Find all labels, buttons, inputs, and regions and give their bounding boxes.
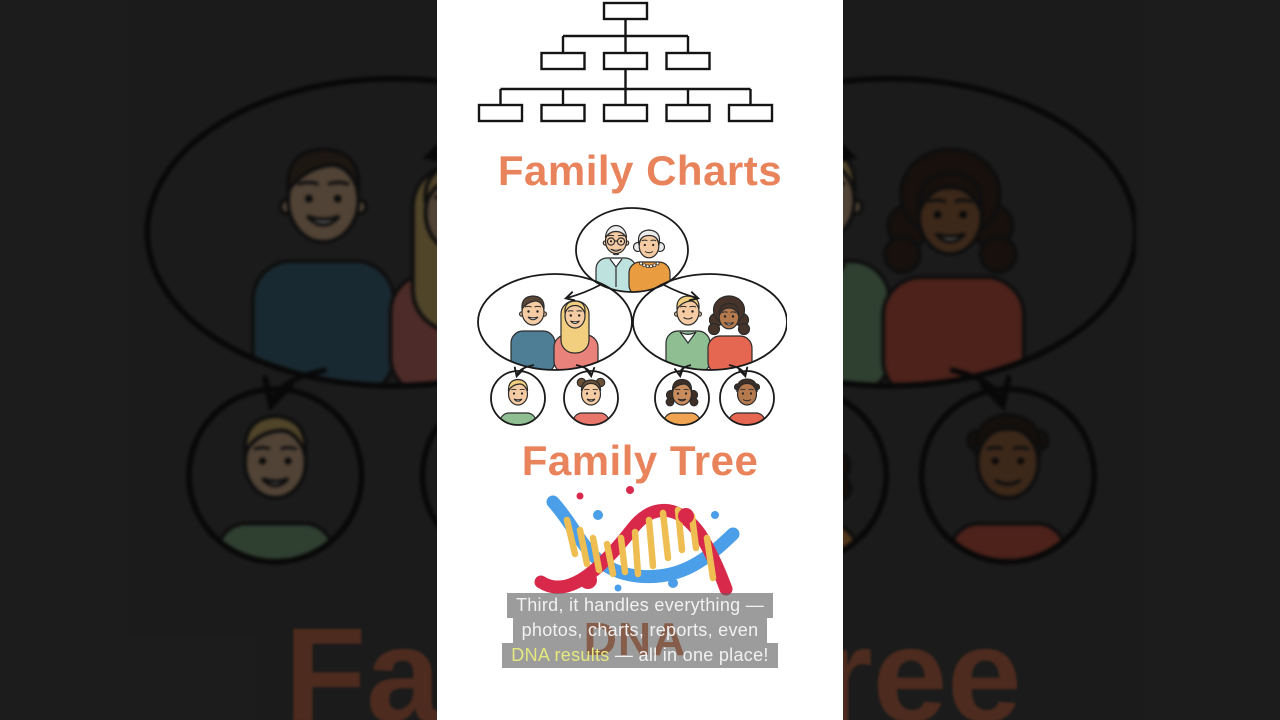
- child-girl-buns-avatar: [572, 377, 610, 425]
- caption-dna-results-highlight: DNA results: [511, 645, 610, 665]
- caption-line-3: DNA results — all in one place!: [502, 643, 778, 668]
- tree-node-outlines: [477, 207, 787, 426]
- dna-particles: [576, 486, 719, 592]
- caption-line-2-text: photos, charts, reports, even: [521, 620, 759, 640]
- couple-right-avatar: [665, 295, 753, 370]
- child-girl-pigtails-avatar: [663, 378, 701, 425]
- family-tree-title: Family Tree: [521, 437, 759, 484]
- caption-line-1-text: Third, it handles everything —: [515, 595, 765, 615]
- family-tree-illustration: [477, 207, 787, 426]
- caption-overlay: Third, it handles everything — photos, c…: [437, 593, 843, 668]
- caption-line-3-rest: — all in one place!: [609, 645, 769, 665]
- couple-left-avatar: [510, 295, 599, 370]
- dna-rungs: [563, 506, 717, 582]
- family-charts-title: Family Charts: [497, 147, 783, 194]
- child-boy-blond-avatar: [499, 378, 537, 425]
- tree-arrows: [513, 284, 749, 379]
- dna-helix-illustration: [534, 486, 740, 596]
- family-chart-diagram: [477, 1, 774, 123]
- child-boy-curly-avatar: [728, 378, 766, 425]
- content-panel: Family Charts: [437, 0, 843, 720]
- caption-line-2: photos, charts, reports, even: [512, 618, 768, 643]
- caption-line-1: Third, it handles everything —: [506, 593, 774, 618]
